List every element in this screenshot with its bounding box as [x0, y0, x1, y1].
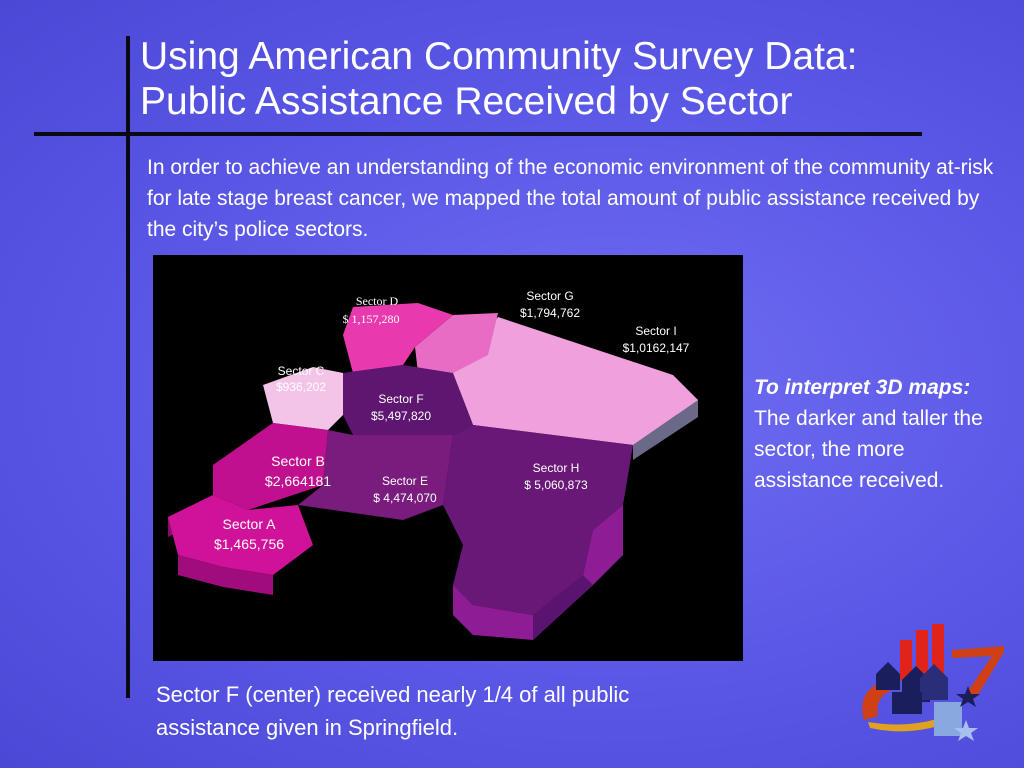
sector-g-amount: $1,794,762 — [520, 306, 580, 320]
sector-f-label: Sector F — [378, 392, 423, 406]
note-body: The darker and taller the sector, the mo… — [754, 407, 983, 492]
sector-c-shape — [263, 367, 353, 430]
title-line-1: Using American Community Survey Data: — [140, 35, 858, 78]
slide-title: Using American Community Survey Data: Pu… — [140, 34, 1000, 124]
horizontal-rule — [34, 132, 922, 136]
sector-g-label: Sector G — [526, 289, 573, 303]
logo-gradient-block — [934, 702, 962, 736]
sector-f-amount: $5,497,820 — [371, 409, 431, 423]
star-icon-light — [954, 720, 978, 741]
logo-house-3 — [920, 664, 948, 700]
houses-and-stars-logo — [862, 624, 1004, 741]
sector-b-label: Sector B — [271, 453, 325, 469]
logo-house-1 — [876, 662, 900, 690]
star-icon — [956, 686, 980, 707]
sector-f-shape — [343, 365, 473, 435]
logo-swoosh-right — [952, 646, 1004, 698]
vertical-rule — [126, 36, 130, 698]
sector-h-shape — [443, 425, 633, 615]
logo-house-4 — [892, 692, 922, 714]
sector-a-amount: $1,465,756 — [214, 536, 284, 552]
sector-b-shape — [213, 423, 328, 510]
sector-h-amount: $ 5,060,873 — [524, 478, 588, 492]
note-heading: To interpret 3D maps: — [754, 376, 971, 399]
sector-c-amount: $936,202 — [276, 380, 326, 394]
sector-h-front-dark — [533, 575, 593, 640]
map-svg: Sector D $ 1,157,280 Sector G $1,794,762… — [168, 289, 698, 640]
sector-d-label: Sector D — [356, 294, 399, 308]
sector-i-amount: $1,0162,147 — [623, 341, 690, 355]
logo-bar-2 — [916, 630, 928, 680]
sector-i-side-right — [633, 400, 698, 460]
logo-swoosh-bottom — [868, 712, 960, 732]
sector-e-shape — [298, 430, 453, 520]
sector-e-label: Sector E — [382, 474, 428, 488]
sector-a-shape — [168, 495, 313, 575]
sector-i-label: Sector I — [635, 324, 676, 338]
title-line-2: Public Assistance Received by Sector — [140, 80, 793, 123]
map-caption: Sector F (center) received nearly 1/4 of… — [156, 682, 630, 740]
sector-a-label: Sector A — [223, 516, 277, 532]
sector-g-shape — [415, 313, 498, 373]
logo-bar-1 — [900, 640, 912, 680]
interpretation-note: To interpret 3D maps: The darker and tal… — [754, 372, 1024, 496]
sector-a-front — [178, 555, 273, 595]
sector-i-shape — [453, 317, 698, 445]
intro-text: In order to achieve an understanding of … — [147, 156, 994, 241]
sector-d-shape — [343, 303, 453, 373]
sector-e-amount: $ 4,474,070 — [373, 491, 437, 505]
sector-b-amount: $2,664181 — [265, 473, 331, 489]
sector-h-label: Sector H — [533, 461, 580, 475]
sector-3d-map: Sector D $ 1,157,280 Sector G $1,794,762… — [153, 255, 743, 661]
sector-c-label: Sector C — [278, 364, 325, 378]
sector-d-amount: $ 1,157,280 — [343, 312, 400, 326]
